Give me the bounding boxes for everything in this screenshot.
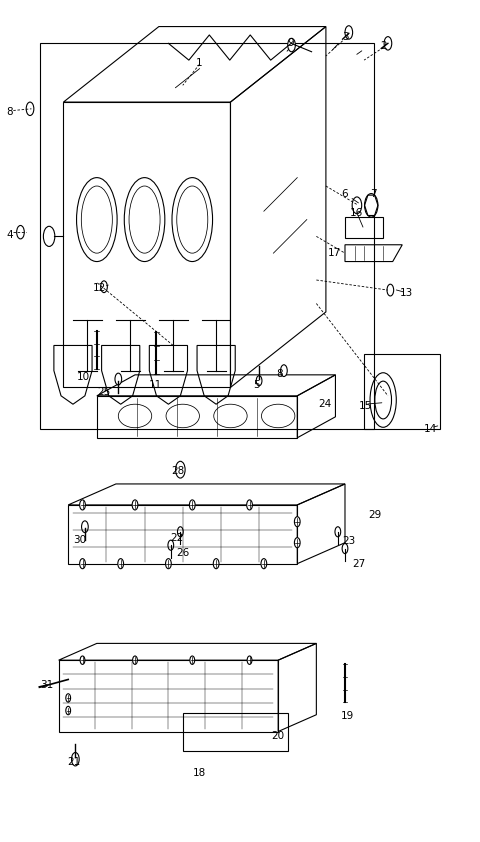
Text: 19: 19 [341, 711, 354, 722]
Circle shape [342, 544, 348, 553]
Circle shape [168, 541, 174, 550]
Circle shape [294, 538, 300, 548]
Bar [39, 43, 373, 429]
Text: 11: 11 [148, 380, 162, 390]
Text: 8: 8 [7, 107, 13, 117]
Circle shape [166, 558, 171, 568]
Text: 16: 16 [350, 208, 363, 218]
Text: 20: 20 [272, 731, 285, 741]
Circle shape [115, 373, 121, 385]
Circle shape [66, 706, 71, 715]
Text: 27: 27 [353, 559, 366, 568]
Circle shape [17, 226, 24, 239]
Text: 7: 7 [370, 189, 377, 200]
Text: 24: 24 [318, 399, 332, 409]
Text: 4: 4 [7, 230, 13, 240]
Circle shape [190, 656, 195, 664]
Circle shape [213, 558, 219, 568]
Circle shape [80, 656, 85, 664]
Text: 30: 30 [73, 536, 87, 545]
Text: 28: 28 [171, 466, 185, 477]
Circle shape [261, 558, 267, 568]
Circle shape [247, 500, 252, 510]
Text: 12: 12 [93, 284, 106, 293]
Text: 26: 26 [176, 548, 189, 557]
Circle shape [364, 194, 378, 217]
Circle shape [80, 500, 85, 510]
Circle shape [82, 521, 88, 533]
Circle shape [288, 39, 295, 51]
Circle shape [281, 365, 287, 376]
Text: 14: 14 [424, 424, 437, 434]
Text: 8: 8 [276, 369, 282, 379]
Text: 15: 15 [359, 401, 372, 411]
Bar [345, 217, 383, 238]
Text: 5: 5 [253, 380, 260, 390]
Circle shape [256, 376, 262, 386]
Text: 18: 18 [193, 769, 206, 779]
Circle shape [335, 527, 341, 537]
Circle shape [190, 500, 195, 510]
Text: 25: 25 [97, 386, 110, 397]
Text: 3: 3 [342, 33, 348, 42]
Circle shape [72, 753, 79, 766]
Text: 1: 1 [196, 57, 203, 67]
Circle shape [352, 197, 362, 214]
Bar [364, 354, 441, 429]
Circle shape [345, 26, 353, 40]
Circle shape [26, 102, 34, 115]
Circle shape [294, 517, 300, 527]
Text: 13: 13 [399, 288, 413, 297]
Circle shape [132, 500, 138, 510]
Circle shape [66, 694, 71, 702]
Bar [183, 713, 288, 751]
Circle shape [132, 656, 137, 664]
Text: 23: 23 [342, 536, 355, 546]
Text: 21: 21 [67, 757, 81, 767]
Circle shape [247, 656, 252, 664]
Circle shape [176, 461, 185, 478]
Text: 29: 29 [368, 510, 381, 520]
Circle shape [80, 558, 85, 568]
Circle shape [178, 527, 183, 537]
Text: 2: 2 [380, 41, 386, 51]
Text: 6: 6 [342, 189, 348, 200]
Circle shape [101, 281, 108, 293]
Circle shape [387, 285, 394, 296]
Text: 17: 17 [328, 248, 341, 258]
Text: 31: 31 [40, 680, 53, 690]
Text: 22: 22 [170, 534, 184, 543]
Text: 9: 9 [287, 39, 294, 48]
Text: 10: 10 [77, 371, 90, 381]
Circle shape [118, 558, 123, 568]
Circle shape [384, 37, 392, 50]
